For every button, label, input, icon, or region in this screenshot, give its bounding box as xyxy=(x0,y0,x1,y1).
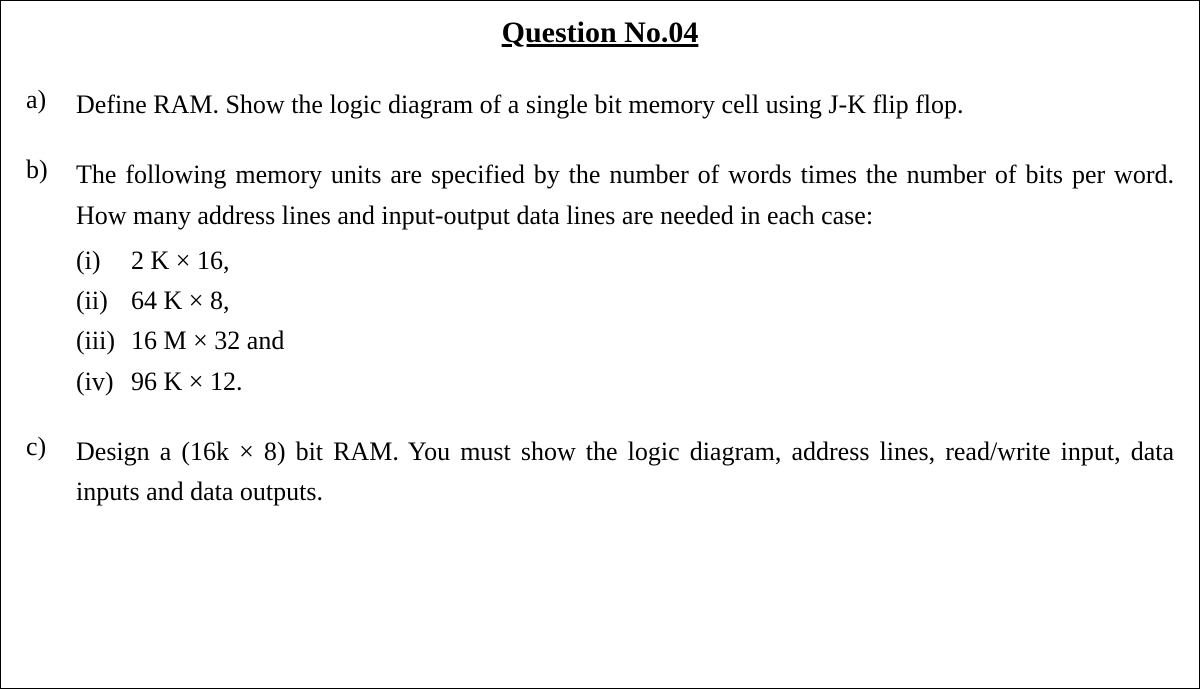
sub-item-ii-text: 64 K × 8, xyxy=(131,281,229,321)
part-a: a) Define RAM. Show the logic diagram of… xyxy=(26,85,1174,125)
sub-item-ii-label: (ii) xyxy=(76,281,131,321)
part-b-sublist: (i) 2 K × 16, (ii) 64 K × 8, (iii) 16 M … xyxy=(76,241,1174,402)
part-a-label: a) xyxy=(26,85,76,115)
question-title: Question No.04 xyxy=(26,16,1174,50)
part-c: c) Design a (16k × 8) bit RAM. You must … xyxy=(26,432,1174,513)
sub-item-iii-text: 16 M × 32 and xyxy=(131,321,284,361)
sub-item-iv-text: 96 K × 12. xyxy=(131,362,242,402)
part-c-row: c) Design a (16k × 8) bit RAM. You must … xyxy=(26,432,1174,513)
part-b: b) The following memory units are specif… xyxy=(26,155,1174,402)
part-a-row: a) Define RAM. Show the logic diagram of… xyxy=(26,85,1174,125)
sub-item-i-text: 2 K × 16, xyxy=(131,241,229,281)
part-b-intro: The following memory units are specified… xyxy=(76,155,1174,236)
sub-item-iv: (iv) 96 K × 12. xyxy=(76,362,1174,402)
part-c-label: c) xyxy=(26,432,76,462)
part-b-row: b) The following memory units are specif… xyxy=(26,155,1174,402)
sub-item-iii: (iii) 16 M × 32 and xyxy=(76,321,1174,361)
sub-item-iii-label: (iii) xyxy=(76,321,131,361)
sub-item-i: (i) 2 K × 16, xyxy=(76,241,1174,281)
sub-item-ii: (ii) 64 K × 8, xyxy=(76,281,1174,321)
part-b-content: The following memory units are specified… xyxy=(76,155,1174,402)
sub-item-i-label: (i) xyxy=(76,241,131,281)
part-b-label: b) xyxy=(26,155,76,185)
sub-item-iv-label: (iv) xyxy=(76,362,131,402)
part-c-text: Design a (16k × 8) bit RAM. You must sho… xyxy=(76,432,1174,513)
part-a-text: Define RAM. Show the logic diagram of a … xyxy=(76,85,1174,125)
